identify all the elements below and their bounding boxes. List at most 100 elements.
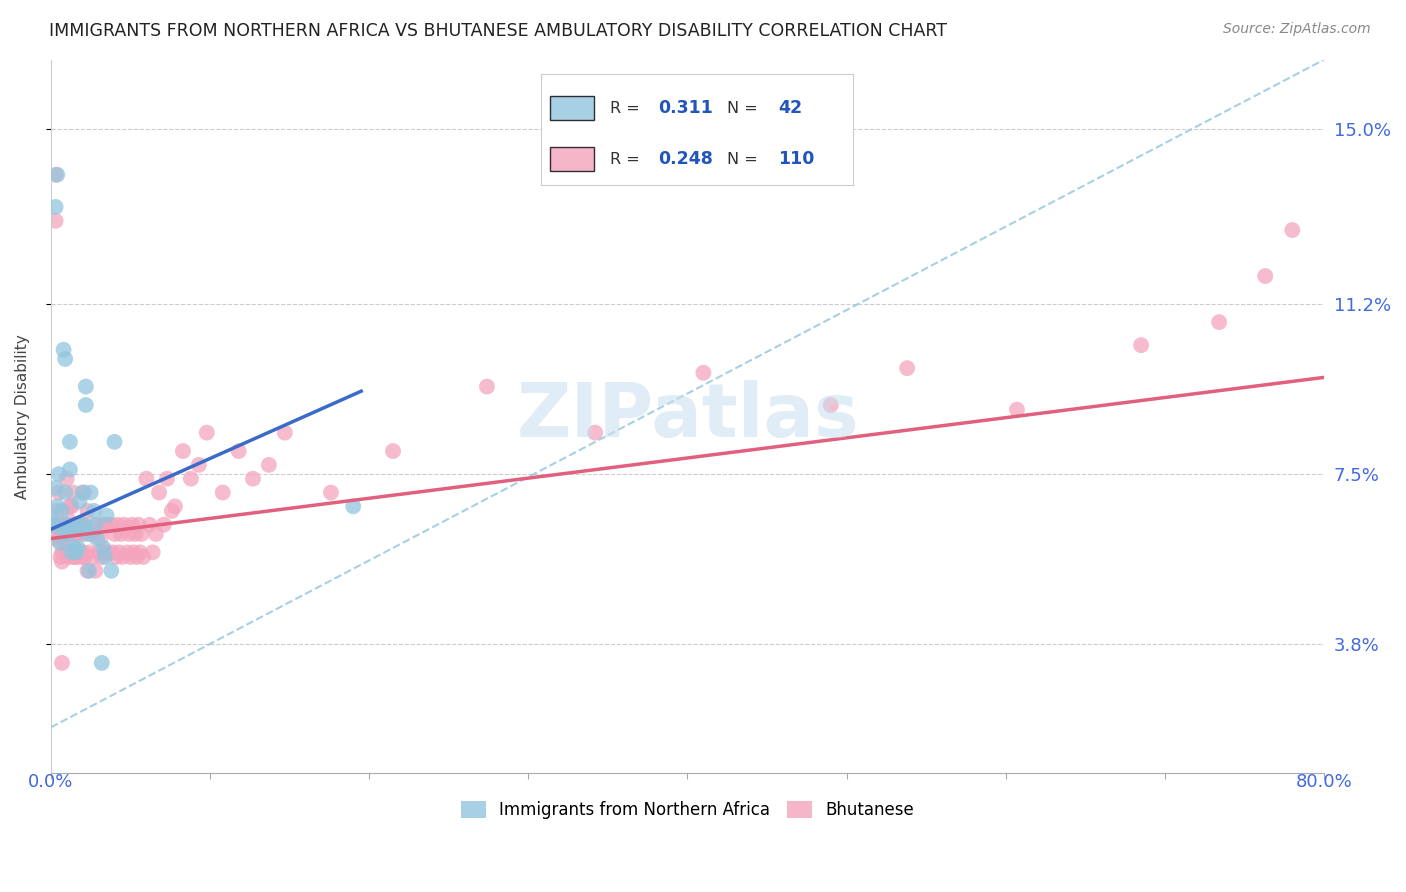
Point	[60, 522, 83, 536]
Point	[93, 541, 115, 555]
Point	[86, 517, 108, 532]
Point	[70, 549, 93, 564]
Point	[53, 485, 76, 500]
Point	[76, 504, 98, 518]
Point	[48, 532, 70, 546]
Point	[121, 517, 143, 532]
Point	[63, 517, 86, 532]
Point	[59, 500, 82, 514]
Point	[156, 472, 179, 486]
Point	[60, 545, 83, 559]
Point	[195, 425, 218, 440]
Point	[62, 549, 84, 564]
Point	[97, 545, 120, 559]
Point	[135, 472, 157, 486]
Point	[153, 517, 176, 532]
Point	[77, 564, 100, 578]
Point	[1005, 402, 1028, 417]
Point	[96, 508, 118, 523]
Y-axis label: Ambulatory Disability: Ambulatory Disability	[15, 334, 30, 499]
Point	[51, 527, 73, 541]
Point	[89, 532, 111, 546]
Point	[96, 517, 118, 532]
Point	[120, 549, 142, 564]
Point	[66, 517, 89, 532]
Point	[42, 532, 65, 546]
Point	[58, 513, 80, 527]
Point	[105, 549, 128, 564]
Point	[51, 545, 73, 559]
Point	[172, 444, 194, 458]
Point	[60, 500, 83, 514]
Point	[73, 485, 96, 500]
Point	[55, 472, 77, 486]
Point	[1130, 338, 1153, 352]
Point	[69, 517, 91, 532]
Point	[115, 545, 138, 559]
Point	[82, 549, 104, 564]
Point	[51, 504, 73, 518]
Point	[228, 444, 250, 458]
Point	[58, 549, 80, 564]
Point	[124, 527, 146, 541]
Point	[62, 485, 84, 500]
Point	[187, 458, 209, 472]
Point	[63, 541, 86, 555]
Point	[692, 366, 714, 380]
Text: 0.0%: 0.0%	[28, 773, 73, 791]
Point	[66, 527, 89, 541]
Point	[242, 472, 264, 486]
Point	[51, 555, 73, 569]
Point	[79, 527, 101, 541]
Point	[896, 361, 918, 376]
Point	[112, 517, 135, 532]
Point	[53, 527, 76, 541]
Point	[45, 481, 67, 495]
Point	[49, 536, 72, 550]
Point	[48, 485, 70, 500]
Point	[86, 532, 108, 546]
Point	[583, 425, 606, 440]
Point	[122, 545, 145, 559]
Point	[59, 545, 82, 559]
Point	[72, 545, 94, 559]
Point	[46, 500, 69, 514]
Point	[45, 214, 67, 228]
Point	[73, 517, 96, 532]
Point	[129, 545, 152, 559]
Point	[142, 545, 165, 559]
Point	[59, 434, 82, 449]
Point	[55, 545, 77, 559]
Point	[76, 564, 98, 578]
Point	[55, 527, 77, 541]
Point	[46, 504, 69, 518]
Point	[83, 504, 105, 518]
Point	[58, 527, 80, 541]
Point	[46, 168, 69, 182]
Point	[73, 517, 96, 532]
Point	[103, 527, 125, 541]
Text: ZIPatlas: ZIPatlas	[516, 380, 859, 453]
Point	[69, 494, 91, 508]
Point	[101, 545, 124, 559]
Point	[103, 434, 125, 449]
Point	[180, 472, 202, 486]
Point	[84, 517, 107, 532]
Point	[319, 485, 342, 500]
Point	[66, 541, 89, 555]
Point	[274, 425, 297, 440]
Point	[163, 500, 186, 514]
Point	[110, 527, 132, 541]
Point	[94, 549, 117, 564]
Point	[90, 549, 112, 564]
Legend: Immigrants from Northern Africa, Bhutanese: Immigrants from Northern Africa, Bhutane…	[454, 794, 921, 826]
Point	[83, 527, 105, 541]
Point	[51, 656, 73, 670]
Point	[1281, 223, 1303, 237]
Point	[84, 564, 107, 578]
Point	[125, 549, 148, 564]
Point	[132, 549, 155, 564]
Point	[73, 549, 96, 564]
Point	[100, 564, 122, 578]
Point	[1208, 315, 1230, 329]
